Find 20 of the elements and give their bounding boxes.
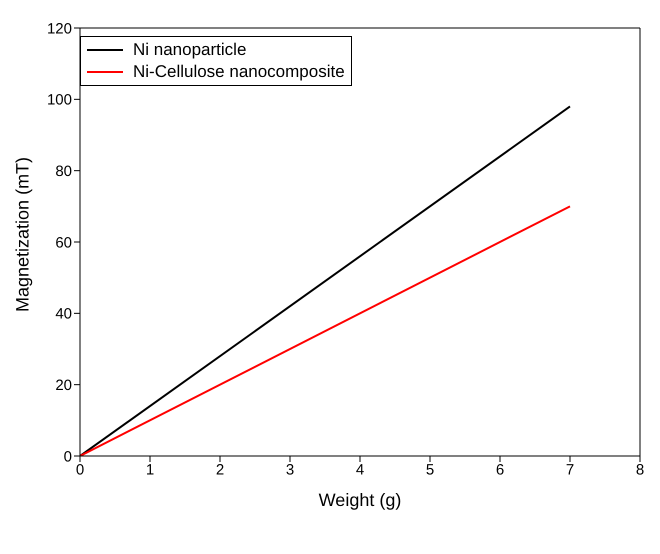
x-tick-label: 7 xyxy=(566,462,574,479)
y-tick-label: 20 xyxy=(55,376,72,394)
x-tick-label: 2 xyxy=(216,462,224,479)
y-tick-label: 60 xyxy=(55,234,72,252)
x-tick-label: 1 xyxy=(146,462,154,479)
x-tick-label: 0 xyxy=(76,462,84,479)
x-tick-label: 5 xyxy=(426,462,434,479)
x-tick-label: 4 xyxy=(356,462,364,479)
y-axis-title: Magnetization (mT) xyxy=(12,156,32,312)
y-tick-label: 0 xyxy=(64,448,72,466)
x-axis-title: Weight (g) xyxy=(318,490,402,510)
legend-label: Ni-Cellulose nanocomposite xyxy=(133,61,345,83)
x-tick-label: 3 xyxy=(286,462,294,479)
y-tick-label: 80 xyxy=(55,162,72,180)
y-tick-label: 40 xyxy=(55,306,72,323)
x-tick-label: 6 xyxy=(496,462,504,479)
y-tick-label: 100 xyxy=(46,92,72,109)
x-tick-label: 8 xyxy=(636,462,644,479)
legend-label: Ni nanoparticle xyxy=(133,39,246,61)
y-tick-label: 120 xyxy=(46,20,72,38)
